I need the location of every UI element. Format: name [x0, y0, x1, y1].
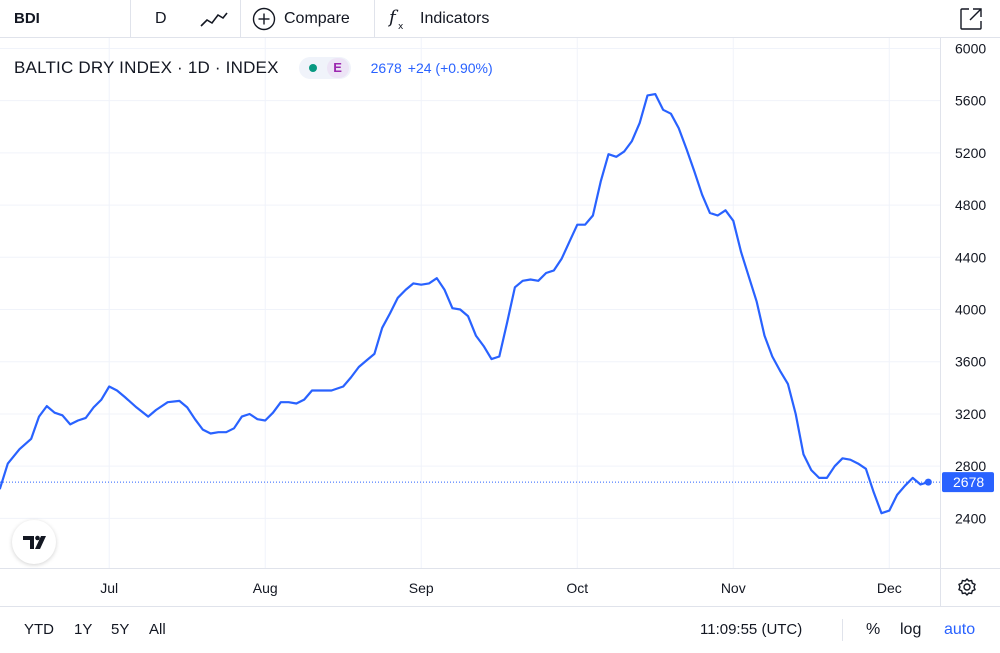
price-tick-label: 6000 — [955, 40, 986, 56]
toolbar-divider — [240, 0, 241, 38]
last-price-badge — [942, 472, 994, 493]
fx-icon: f x — [388, 7, 404, 31]
symbol-search-button[interactable]: BDI — [14, 10, 40, 27]
compare-button[interactable]: Compare — [252, 0, 350, 38]
auto-scale-toggle[interactable]: auto — [944, 621, 976, 638]
last-point-marker — [924, 478, 932, 486]
log-scale-toggle[interactable]: log — [900, 621, 922, 638]
last-price-label: 2678 — [953, 474, 984, 490]
timezone-clock[interactable]: 11:09:55 (UTC) — [700, 621, 803, 638]
time-tick-label: Nov — [721, 580, 746, 596]
time-tick-label: Sep — [409, 580, 434, 596]
toolbar-divider — [374, 0, 375, 38]
price-tick-label: 4000 — [955, 302, 986, 318]
market-status-badge[interactable]: E — [298, 57, 351, 79]
chart-settings-button[interactable] — [940, 568, 1000, 606]
price-tick-label: 3200 — [955, 406, 986, 422]
range-5y-button[interactable]: 5Y — [111, 621, 130, 638]
price-chart — [0, 38, 940, 568]
price-tick-label: 2400 — [955, 510, 986, 526]
range-all-button[interactable]: All — [149, 621, 166, 638]
plus-circle-icon — [252, 7, 276, 31]
svg-text:f: f — [388, 7, 399, 28]
time-axis-labels: Jul Aug Sep Oct Nov Dec — [100, 580, 902, 596]
chart-legend: BALTIC DRY INDEX · 1D · INDEX E 2678 +24… — [14, 56, 493, 80]
time-tick-label: Jul — [100, 580, 118, 596]
line-chart-icon — [200, 12, 228, 27]
tradingview-logo-icon — [23, 535, 46, 549]
market-status-dot — [308, 64, 317, 72]
top-toolbar: BDI D Compare f x Indicators — [0, 0, 1000, 38]
legend-title: BALTIC DRY INDEX · 1D · INDEX — [14, 58, 279, 77]
tradingview-logo[interactable] — [12, 520, 56, 564]
chart-plot-area[interactable] — [0, 38, 940, 568]
indicators-button[interactable]: f x Indicators — [388, 0, 489, 38]
time-tick-label: Dec — [877, 580, 902, 596]
compare-label: Compare — [284, 10, 350, 27]
time-tick-label: Aug — [253, 580, 278, 596]
bottom-toolbar: YTD 1Y 5Y All 11:09:55 (UTC) % log auto — [0, 606, 1000, 652]
price-tick-label: 4800 — [955, 197, 986, 213]
price-tick-label: 5600 — [955, 93, 986, 109]
price-axis[interactable]: 2400 2800 3200 3600 4000 4400 4800 5200 5600 6000… — [940, 38, 1000, 568]
price-tick-label: 3600 — [955, 354, 986, 370]
range-ytd-button[interactable]: YTD — [24, 621, 54, 638]
price-tick-label: 4400 — [955, 249, 986, 265]
end-of-day-badge: E — [326, 58, 349, 78]
legend-change: +24 (+0.90%) — [407, 60, 493, 76]
series-line — [0, 93, 930, 515]
gear-icon — [958, 577, 976, 597]
chart-type-button[interactable] — [199, 8, 229, 30]
range-1y-button[interactable]: 1Y — [74, 621, 93, 638]
interval-button[interactable]: D — [155, 10, 167, 27]
fullscreen-icon — [960, 8, 982, 30]
price-axis-labels: 2400 2800 3200 3600 4000 4400 4800 5200 5600 6000… — [942, 40, 994, 526]
percent-scale-toggle[interactable]: % — [866, 621, 881, 638]
toolbar-divider — [130, 0, 131, 38]
time-tick-label: Oct — [566, 580, 588, 596]
price-tick-label: 2800 — [955, 458, 986, 474]
bottom-divider — [842, 619, 843, 641]
svg-text:x: x — [398, 22, 404, 31]
legend-last-value: 2678 — [370, 60, 402, 76]
fullscreen-button[interactable] — [958, 6, 984, 32]
indicators-label: Indicators — [420, 10, 490, 27]
price-tick-label: 5200 — [955, 145, 986, 161]
time-axis[interactable]: Jul Aug Sep Oct Nov Dec — [0, 568, 940, 606]
